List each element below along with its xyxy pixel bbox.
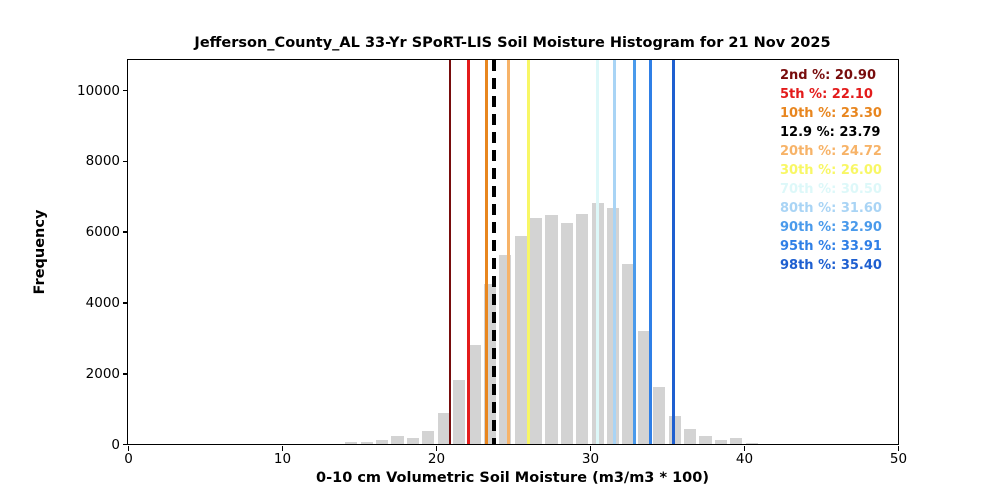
percentile-line-10th <box>485 60 489 444</box>
histogram-bar <box>668 416 681 444</box>
percentile-line-80th <box>613 60 616 444</box>
y-tick <box>122 89 127 92</box>
legend-entry-90th: 90th %: 32.90 <box>780 220 882 235</box>
y-axis-label: Frequency <box>32 209 48 295</box>
y-tick-label: 10000 <box>77 82 120 99</box>
percentile-legend: 2nd %: 20.90 5th %: 22.10 10th %: 23.30 12.… <box>780 66 882 275</box>
x-tick <box>897 446 900 451</box>
x-tick <box>127 446 130 451</box>
percentile-line-70th <box>596 60 600 444</box>
x-tick-label: 20 <box>427 451 446 467</box>
histogram-bar <box>345 442 358 444</box>
x-tick-label: 30 <box>581 451 600 467</box>
y-tick <box>122 302 127 304</box>
legend-entry-80th: 80th %: 31.60 <box>780 201 882 216</box>
legend-entry-98th: 98th %: 35.40 <box>780 258 882 273</box>
histogram-bar <box>375 440 389 444</box>
histogram-bar <box>683 429 697 444</box>
percentile-line-20th <box>507 60 511 444</box>
histogram-bar <box>560 222 573 444</box>
legend-entry-95th: 95th %: 33.91 <box>780 239 882 254</box>
histogram-bar <box>437 413 450 444</box>
x-tick <box>435 446 438 451</box>
histogram-bar <box>406 438 419 444</box>
histogram-bar <box>545 215 558 444</box>
y-tick-label: 2000 <box>85 365 120 382</box>
histogram-bar <box>637 331 650 444</box>
y-tick <box>122 231 127 233</box>
x-tick <box>743 446 746 451</box>
histogram-bar <box>391 435 404 444</box>
histogram-bar <box>622 263 635 444</box>
chart-title: Jefferson_County_AL 33-Yr SPoRT-LIS Soil… <box>194 35 831 51</box>
x-tick <box>589 446 592 451</box>
histogram-bar <box>529 218 543 444</box>
histogram-bar <box>576 214 589 444</box>
histogram-bar <box>360 442 373 444</box>
legend-entry-2nd: 2nd %: 20.90 <box>780 68 877 83</box>
y-tick-label: 4000 <box>85 294 120 311</box>
histogram-bar <box>714 439 727 444</box>
x-tick-label: 0 <box>124 451 133 467</box>
x-tick-label: 50 <box>889 451 908 467</box>
histogram-bar <box>468 344 481 444</box>
percentile-line-2nd <box>448 60 452 444</box>
x-axis-label: 0-10 cm Volumetric Soil Moisture (m3/m3 … <box>316 470 709 486</box>
x-tick-label: 40 <box>735 451 754 467</box>
histogram-bar <box>730 438 743 444</box>
x-tick-label: 10 <box>273 451 292 467</box>
y-tick <box>122 443 127 446</box>
y-tick-label: 6000 <box>85 224 120 241</box>
y-tick-label: 8000 <box>85 153 120 170</box>
histogram-bar <box>452 380 466 444</box>
percentile-line-98th <box>671 60 675 444</box>
legend-entry-30th: 30th %: 26.00 <box>780 163 882 178</box>
legend-entry-20th: 20th %: 24.72 <box>780 144 882 159</box>
legend-entry-70th: 70th %: 30.50 <box>780 182 882 197</box>
percentile-line-90th <box>633 60 637 444</box>
histogram-bar <box>606 208 620 444</box>
percentile-line-12.9 <box>492 60 497 444</box>
histogram-bar <box>422 431 435 444</box>
plot-area <box>127 59 899 445</box>
histogram-bar <box>514 235 527 444</box>
percentile-line-5th <box>466 60 470 444</box>
y-tick-label: 0 <box>111 436 120 453</box>
x-tick <box>281 446 284 451</box>
y-tick <box>122 160 127 163</box>
histogram-bar <box>699 436 712 444</box>
y-tick <box>122 373 127 375</box>
histogram-bar <box>745 442 758 444</box>
percentile-line-95th <box>648 60 652 444</box>
legend-entry-10th: 10th %: 23.30 <box>780 106 882 121</box>
legend-entry-12.9: 12.9 %: 23.79 <box>780 125 881 140</box>
percentile-line-30th <box>527 60 530 444</box>
histogram-bar <box>653 386 666 444</box>
legend-entry-5th: 5th %: 22.10 <box>780 87 873 102</box>
